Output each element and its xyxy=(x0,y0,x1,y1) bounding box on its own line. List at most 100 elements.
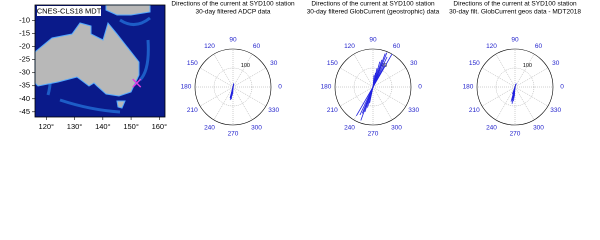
angle-tick-label: 120 xyxy=(486,43,497,50)
angle-grid-line xyxy=(514,86,549,107)
angle-tick-label: 90 xyxy=(229,37,237,44)
angle-tick-label: 270 xyxy=(510,131,521,138)
angle-grid-line xyxy=(232,86,267,107)
new-guinea xyxy=(105,4,151,16)
angle-grid-line xyxy=(232,86,253,121)
angle-grid-line xyxy=(495,53,516,88)
x-tick-label: 120° xyxy=(39,122,55,131)
angle-tick-label: 300 xyxy=(391,124,402,131)
polar-frame xyxy=(476,48,554,126)
angle-tick-label: 90 xyxy=(369,37,377,44)
chart-title: 30-day filtered GlobCurrent (geostrophic… xyxy=(307,9,440,16)
angle-tick-label: 30 xyxy=(410,60,418,67)
title-box xyxy=(37,6,101,16)
angle-grid-line xyxy=(372,86,407,107)
current-vector xyxy=(372,65,385,88)
angle-grid-line xyxy=(481,86,516,107)
current-vector xyxy=(369,86,374,104)
map-title: CNES-CLS18 MDT xyxy=(37,6,102,15)
angle-grid-line xyxy=(353,53,374,88)
angle-tick-label: 30 xyxy=(552,60,560,67)
figure: CNES-CLS18 MDT 120° 130° 140° 150° 160° -10 -1… xyxy=(19,1,581,138)
angle-tick-label: 240 xyxy=(486,124,497,131)
angle-grid-line xyxy=(481,67,516,88)
angle-tick-label: 180 xyxy=(463,84,474,91)
angle-tick-label: 120 xyxy=(204,43,215,50)
radial-tick-label: 100 xyxy=(523,63,532,69)
chart-title: 30-day filt. GlobCurrent geos data - MDT… xyxy=(449,9,581,16)
x-tick-label: 140° xyxy=(95,122,111,131)
radial-grid-line xyxy=(213,67,253,107)
x-tick-label: 150° xyxy=(123,122,139,131)
y-tick-label: -35 xyxy=(19,81,30,90)
current-vector xyxy=(513,86,516,97)
angle-tick-label: 0 xyxy=(418,84,422,91)
station-marker xyxy=(132,78,142,88)
angle-tick-label: 330 xyxy=(550,107,561,114)
chart-title: 30-day filtered ADCP data xyxy=(195,9,270,16)
angle-grid-line xyxy=(213,53,234,88)
angle-tick-label: 270 xyxy=(368,131,379,138)
x-tick-label: 130° xyxy=(67,122,83,131)
angle-tick-label: 240 xyxy=(204,124,215,131)
angle-tick-label: 30 xyxy=(270,60,278,67)
angle-tick-label: 210 xyxy=(327,107,338,114)
y-tick-label: -20 xyxy=(19,42,30,51)
angle-tick-label: 300 xyxy=(533,124,544,131)
angle-tick-label: 60 xyxy=(253,43,261,50)
map-frame xyxy=(34,4,166,118)
y-tick-label: -30 xyxy=(19,68,30,77)
current-vector xyxy=(512,86,516,95)
angle-tick-label: 210 xyxy=(187,107,198,114)
current-vector xyxy=(372,52,388,88)
angle-tick-label: 150 xyxy=(187,60,198,67)
angle-tick-label: 300 xyxy=(251,124,262,131)
angle-tick-label: 240 xyxy=(344,124,355,131)
y-tick-label: -10 xyxy=(19,16,30,25)
map-background: CNES-CLS18 MDT xyxy=(34,4,166,118)
angle-grid-line xyxy=(339,67,374,88)
angle-tick-label: 60 xyxy=(535,43,543,50)
radial-grid-line xyxy=(353,67,393,107)
angle-tick-label: 0 xyxy=(560,84,564,91)
angle-tick-label: 330 xyxy=(408,107,419,114)
polar-frame xyxy=(334,48,412,126)
angle-tick-label: 120 xyxy=(344,43,355,50)
radial-tick-label: 100 xyxy=(241,63,250,69)
polar-frame xyxy=(194,48,272,126)
current-vector xyxy=(230,86,234,98)
chart-title: Directions of the current at SYD100 stat… xyxy=(171,1,295,8)
angle-grid-line xyxy=(213,86,234,121)
radial-grid-line xyxy=(495,67,535,107)
chart-title: Directions of the current at SYD100 stat… xyxy=(311,1,435,8)
angle-grid-line xyxy=(199,86,234,107)
angle-tick-label: 180 xyxy=(321,84,332,91)
angle-tick-label: 150 xyxy=(469,60,480,67)
angle-grid-line xyxy=(495,86,516,121)
angle-grid-line xyxy=(199,67,234,88)
angle-tick-label: 330 xyxy=(268,107,279,114)
angle-tick-label: 60 xyxy=(393,43,401,50)
current-vector xyxy=(361,86,374,114)
angle-tick-label: 210 xyxy=(469,107,480,114)
current-vector xyxy=(232,85,235,88)
angle-tick-label: 0 xyxy=(278,84,282,91)
x-tick-label: 160° xyxy=(152,122,168,131)
angle-tick-label: 270 xyxy=(228,131,239,138)
australia xyxy=(34,21,140,97)
y-tick-label: -15 xyxy=(19,29,30,38)
angle-tick-label: 150 xyxy=(327,60,338,67)
angle-grid-line xyxy=(514,86,535,121)
tasmania xyxy=(116,100,126,109)
y-tick-label: -40 xyxy=(19,94,30,103)
y-tick-label: -25 xyxy=(19,55,30,64)
chart-title: Directions of the current at SYD100 stat… xyxy=(453,1,577,8)
y-tick-label: -45 xyxy=(19,107,30,116)
radial-tick-label: 40 xyxy=(381,63,387,69)
current-vector xyxy=(372,75,375,88)
angle-grid-line xyxy=(339,86,374,107)
current-vector xyxy=(514,84,517,88)
angle-grid-line xyxy=(372,86,393,121)
current-vector xyxy=(356,86,374,116)
angle-tick-label: 180 xyxy=(181,84,192,91)
